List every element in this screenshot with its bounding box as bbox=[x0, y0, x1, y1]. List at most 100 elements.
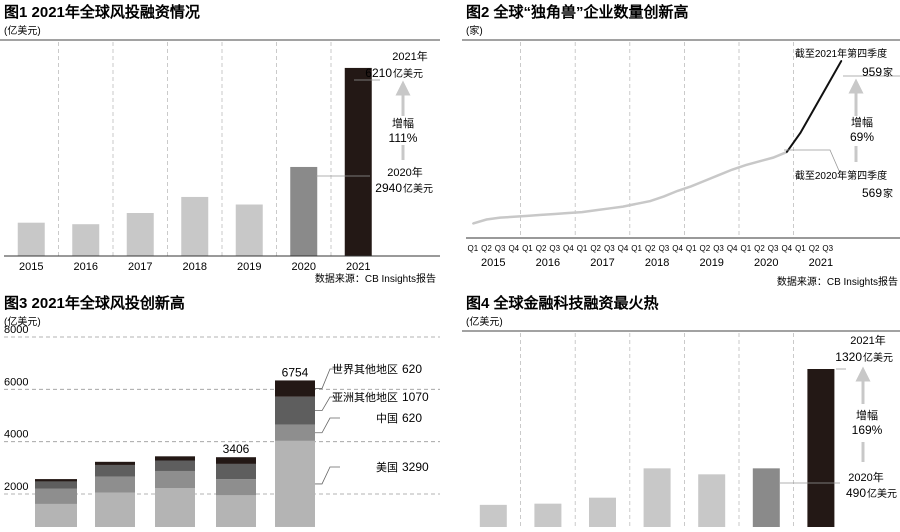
chart3-legend-value: 1070 bbox=[402, 390, 429, 404]
chart3-total-label: 3406 bbox=[223, 442, 250, 456]
chart1-base-year: 2020年 bbox=[387, 165, 422, 179]
chart2-quarter-label: Q1 bbox=[740, 244, 751, 253]
chart3-segment-世界其他地区 bbox=[95, 462, 135, 465]
chart3-y-tick: 6000 bbox=[4, 376, 28, 388]
chart2-quarter-label: Q2 bbox=[754, 244, 765, 253]
chart1-bar-2019 bbox=[236, 205, 263, 256]
chart2-quarter-label: Q1 bbox=[631, 244, 642, 253]
chart2-quarter-label: Q3 bbox=[713, 244, 724, 253]
chart1-growth-value: 111% bbox=[389, 131, 418, 145]
chart2-gridlines bbox=[521, 42, 794, 238]
chart2-point-2019Q4 bbox=[731, 169, 733, 171]
chart2-point-2017Q1 bbox=[581, 211, 583, 213]
chart3-segment-美国 bbox=[216, 495, 256, 527]
chart2-point-2015Q2 bbox=[486, 219, 488, 221]
chart2-source-note: 数据来源：CB Insights报告 bbox=[777, 275, 898, 288]
chart2-point-2015Q3 bbox=[499, 217, 501, 219]
chart2-quarter-label: Q3 bbox=[659, 244, 670, 253]
chart2-point-2017Q2 bbox=[595, 209, 597, 211]
chart4-bar-2015 bbox=[480, 505, 507, 527]
chart1-base-unit: 亿美元 bbox=[403, 182, 433, 195]
chart3-stacked-bars bbox=[35, 380, 315, 527]
chart2-point-2017Q3 bbox=[609, 208, 611, 210]
chart3-legend-leader bbox=[315, 467, 340, 484]
chart1-top-value: 6210 bbox=[365, 66, 392, 80]
chart1-bar-2021 bbox=[345, 68, 372, 256]
chart3-legend-name: 世界其他地区 bbox=[332, 363, 398, 376]
chart4-bar-2021 bbox=[807, 369, 834, 527]
chart4-top-value: 1320 bbox=[835, 350, 862, 364]
chart2-point-2019Q1 bbox=[690, 185, 692, 187]
chart2-quarter-label: Q2 bbox=[700, 244, 711, 253]
chart2-quarter-label: Q2 bbox=[809, 244, 820, 253]
chart3-segment-世界其他地区 bbox=[216, 457, 256, 464]
chart2-quarter-label: Q3 bbox=[549, 244, 560, 253]
chart2-year-label: 2017 bbox=[590, 257, 614, 269]
chart2-point-2018Q1 bbox=[636, 203, 638, 205]
chart2-title: 图2 全球“独角兽”企业数量创新高 bbox=[466, 3, 689, 21]
chart3-segment-亚洲其他地区 bbox=[35, 481, 77, 488]
chart2-quarter-label: Q1 bbox=[467, 244, 478, 253]
chart2-year-label: 2019 bbox=[699, 257, 723, 269]
chart2-point-2015Q1 bbox=[472, 223, 474, 225]
chart2-year-label: 2018 bbox=[645, 257, 669, 269]
chart2-quarter-label: Q4 bbox=[781, 244, 792, 253]
chart2-growth-value: 69% bbox=[850, 130, 874, 144]
chart3-segment-美国 bbox=[275, 441, 315, 527]
chart2-quarter-label: Q4 bbox=[672, 244, 683, 253]
chart2-growth-label: 增幅 bbox=[851, 115, 873, 129]
chart3-segment-亚洲其他地区 bbox=[275, 397, 315, 425]
chart2-base-label: 截至2020年第四季度 bbox=[795, 169, 887, 182]
chart2-quarter-label: Q3 bbox=[822, 244, 833, 253]
chart2-point-2015Q4 bbox=[513, 216, 515, 218]
chart3-segment-世界其他地区 bbox=[155, 456, 195, 460]
chart4-title: 图4 全球金融科技融资最火热 bbox=[466, 294, 659, 312]
chart2-quarter-label: Q4 bbox=[508, 244, 519, 253]
chart2-quarter-label: Q4 bbox=[727, 244, 738, 253]
chart1-unit-label: (亿美元) bbox=[4, 24, 41, 37]
chart1-bars bbox=[18, 68, 372, 256]
chart2-top-value: 959 bbox=[862, 65, 882, 79]
chart2-point-2017Q4 bbox=[622, 206, 624, 208]
chart4-bar-2017 bbox=[589, 498, 616, 527]
chart3-y-tick: 4000 bbox=[4, 429, 28, 441]
chart2-point-2021Q3 bbox=[827, 84, 829, 86]
chart4-top-year: 2021年 bbox=[850, 333, 885, 347]
chart3-legend-name: 美国 bbox=[376, 461, 398, 474]
chart3-segment-美国 bbox=[95, 493, 135, 527]
chart2-year-label: 2021 bbox=[809, 257, 833, 269]
chart2-quarter-label: Q1 bbox=[795, 244, 806, 253]
chart2-point-2019Q3 bbox=[718, 174, 720, 176]
chart2-quarter-label: Q3 bbox=[604, 244, 615, 253]
chart4-growth-value: 169% bbox=[852, 423, 883, 437]
chart2-base-leader bbox=[784, 150, 840, 173]
chart3-segment-中国 bbox=[155, 471, 195, 488]
chart2-base-value: 569 bbox=[862, 186, 882, 200]
chart3-segment-亚洲其他地区 bbox=[95, 465, 135, 477]
chart2-point-2016Q1 bbox=[527, 215, 529, 217]
chart2-point-2020Q3 bbox=[772, 157, 774, 159]
chart3-segment-美国 bbox=[155, 488, 195, 527]
chart2-point-2018Q4 bbox=[677, 190, 679, 192]
chart4-bars bbox=[480, 369, 835, 527]
chart3-segment-亚洲其他地区 bbox=[155, 461, 195, 471]
chart4-growth-label: 增幅 bbox=[856, 408, 878, 422]
chart2-point-2016Q3 bbox=[554, 213, 556, 215]
chart2-quarter-label: Q4 bbox=[618, 244, 629, 253]
chart3-segment-中国 bbox=[275, 425, 315, 441]
chart2-point-2021Q4 bbox=[841, 60, 843, 62]
chart2-point-2020Q4 bbox=[786, 151, 788, 153]
chart2-year-label: 2020 bbox=[754, 257, 778, 269]
chart2-top-label: 截至2021年第四季度 bbox=[795, 47, 887, 60]
chart2-series-line-2021 bbox=[787, 61, 842, 152]
chart1-top-unit: 亿美元 bbox=[393, 67, 423, 80]
chart2-point-2021Q1 bbox=[800, 132, 802, 134]
chart4-bar-2018 bbox=[644, 468, 671, 527]
chart2-base-unit: 家 bbox=[883, 187, 893, 200]
chart4-base-value: 490 bbox=[846, 486, 866, 500]
